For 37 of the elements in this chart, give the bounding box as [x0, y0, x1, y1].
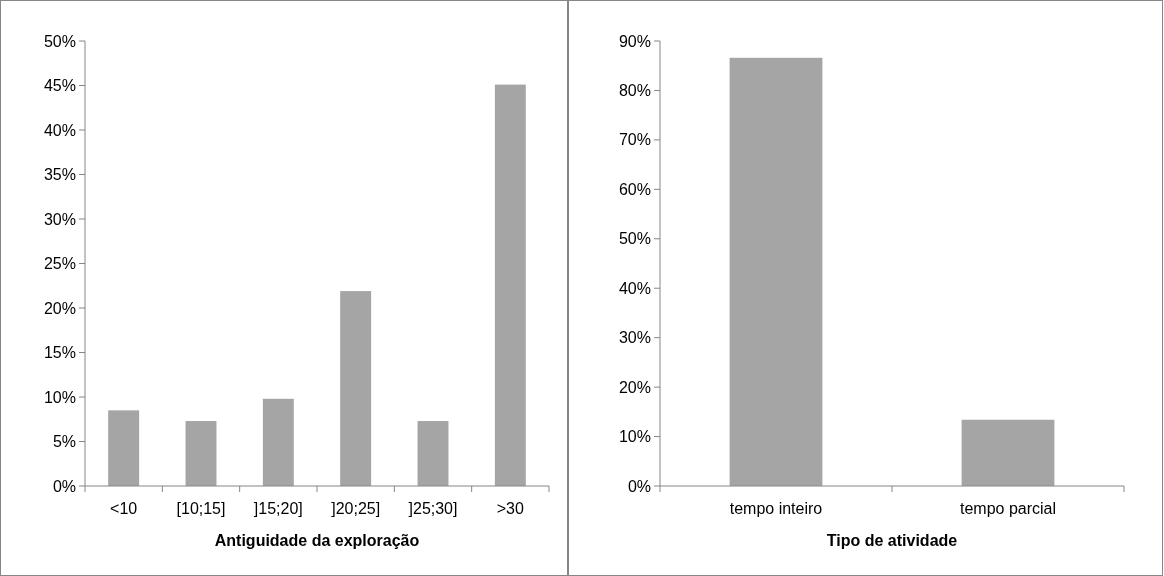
x-tick-label: [10;15] [176, 500, 226, 517]
x-tick-label: >30 [496, 500, 525, 517]
y-tick-label: 0% [627, 477, 651, 495]
y-tick-label: 40% [43, 121, 76, 139]
y-tick-label: 10% [618, 428, 651, 446]
y-tick-label: 40% [618, 279, 651, 297]
y-tick-label: 50% [618, 230, 651, 248]
y-tick-label: 0% [52, 477, 76, 495]
y-tick-label: 25% [43, 255, 76, 273]
y-tick-label: 20% [618, 378, 651, 396]
y-tick-label: 35% [43, 166, 76, 184]
bar [340, 291, 372, 486]
y-tick-label: 5% [52, 433, 76, 451]
x-tick-label: ]20;25] [331, 500, 381, 517]
x-axis-title: Tipo de atividade [826, 532, 958, 549]
bar [262, 398, 294, 486]
y-tick-label: 80% [618, 82, 651, 100]
x-axis-title: Antiguidade da exploração [214, 532, 420, 549]
y-tick-label: 90% [618, 32, 651, 50]
y-tick-label: 70% [618, 131, 651, 149]
bar [494, 84, 526, 486]
y-tick-label: 15% [43, 344, 76, 362]
x-tick-label: tempo inteiro [729, 500, 823, 517]
bar [108, 410, 140, 486]
bar [417, 421, 449, 486]
y-tick-label: 20% [43, 299, 76, 317]
y-tick-label: 30% [43, 210, 76, 228]
x-tick-label: tempo parcial [959, 500, 1057, 517]
x-tick-label: ]15;20] [253, 500, 303, 517]
y-tick-label: 60% [618, 180, 651, 198]
y-tick-label: 10% [43, 388, 76, 406]
bar [185, 421, 217, 486]
x-tick-label: <10 [110, 500, 138, 517]
x-tick-label: ]25;30] [408, 500, 458, 517]
y-tick-label: 45% [43, 77, 76, 95]
y-tick-label: 50% [43, 32, 76, 50]
y-tick-label: 30% [618, 329, 651, 347]
